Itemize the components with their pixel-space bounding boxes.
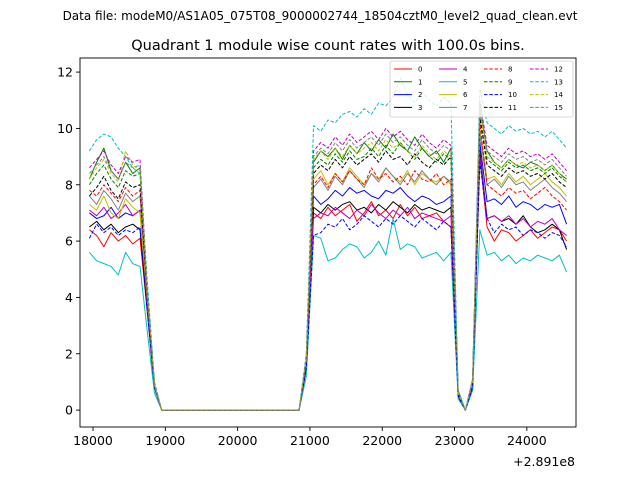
legend-label-12: 12 (554, 66, 563, 74)
chart-title: Quadrant 1 module wise count rates with … (131, 38, 525, 54)
series-line-1 (88, 105, 567, 411)
legend-label-10: 10 (508, 91, 517, 99)
series-line-0 (89, 156, 568, 411)
legend-label-5: 5 (463, 78, 467, 86)
series-line-5 (89, 218, 568, 411)
plot-frame (79, 57, 577, 428)
legend-label-0: 0 (418, 66, 422, 74)
x-tick-label: 20000 (218, 433, 258, 448)
series-line-12 (89, 99, 567, 411)
x-tick-label: 24000 (507, 433, 547, 448)
y-tick-label: 4 (65, 290, 73, 305)
y-tick-label: 12 (57, 65, 73, 80)
y-tick-label: 0 (65, 403, 73, 418)
series-line-2 (89, 142, 568, 411)
axes-layer: 18000 19000 20000 21000 22000 23000 24000 0 2 4 6 8… (57, 57, 577, 448)
series-line-7 (89, 133, 567, 411)
legend-label-4: 4 (463, 66, 468, 74)
y-tick-label: 10 (57, 121, 73, 136)
series-line-4 (89, 156, 567, 411)
x-tick-label: 19000 (145, 433, 185, 448)
y-tick-label: 6 (65, 234, 73, 249)
series-line-15 (89, 102, 567, 411)
legend-label-15: 15 (554, 104, 563, 112)
legend-label-8: 8 (508, 66, 512, 74)
y-tick-label: 8 (65, 177, 73, 192)
x-tick-label: 22000 (362, 433, 402, 448)
legend-label-2: 2 (418, 91, 422, 99)
legend-label-6: 6 (463, 91, 468, 99)
series-line-13 (88, 77, 567, 411)
legend-label-3: 3 (418, 104, 422, 112)
x-tick-label: 21000 (290, 433, 330, 448)
x-tick-label: 18000 (73, 433, 113, 448)
series-line-11 (89, 116, 567, 411)
legend-label-13: 13 (554, 78, 563, 86)
y-tick-label: 2 (65, 346, 73, 361)
legend-label-11: 11 (508, 104, 517, 112)
legend-label-9: 9 (508, 78, 512, 86)
legend-label-7: 7 (463, 104, 467, 112)
legend-label-14: 14 (554, 91, 563, 99)
legend-frame (389, 60, 574, 118)
x-tick-label: 23000 (435, 433, 475, 448)
series-layer (88, 77, 568, 411)
legend-label-1: 1 (418, 78, 422, 86)
x-axis-offset-label: +2.891e8 (513, 454, 575, 469)
chart-suptitle: Data file: modeM0/AS1A05_075T08_90000027… (63, 9, 578, 23)
series-line-14 (88, 108, 567, 411)
series-line-9 (88, 111, 567, 411)
